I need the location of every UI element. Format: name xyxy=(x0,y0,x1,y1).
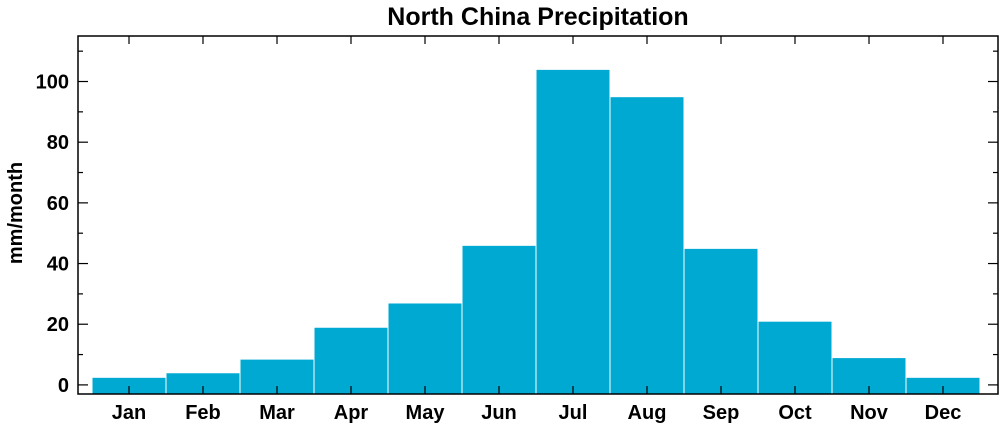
x-tick-label-nov: Nov xyxy=(850,402,889,424)
x-tick-label-aug: Aug xyxy=(628,402,667,424)
x-tick-label-apr: Apr xyxy=(334,402,369,424)
bar-may xyxy=(387,302,463,395)
x-tick-label-jun: Jun xyxy=(481,402,517,424)
x-tick-label-jan: Jan xyxy=(112,402,146,424)
bar-jul xyxy=(535,68,611,395)
bar-oct xyxy=(757,320,833,395)
y-tick-label-100: 100 xyxy=(36,72,69,94)
bars-group xyxy=(91,68,981,395)
x-tick-label-oct: Oct xyxy=(778,402,812,424)
chart-title: North China Precipitation xyxy=(387,3,688,31)
x-tick-label-sep: Sep xyxy=(703,402,740,424)
y-tick-label-60: 60 xyxy=(47,193,69,215)
y-axis-label: mm/month xyxy=(5,162,27,264)
y-tick-label-40: 40 xyxy=(47,254,69,276)
y-tick-label-80: 80 xyxy=(47,132,69,154)
x-ticks-group: Jan Feb Mar Apr May Jun Jul Aug Sep Oct Nov Dec xyxy=(112,36,962,424)
x-tick-label-feb: Feb xyxy=(185,402,221,424)
x-tick-label-mar: Mar xyxy=(259,402,295,424)
x-tick-label-dec: Dec xyxy=(925,402,962,424)
y-ticks-group: 0 20 40 60 80 100 xyxy=(36,50,998,397)
bar-apr xyxy=(313,326,389,395)
plot-frame xyxy=(77,35,999,395)
y-tick-label-0: 0 xyxy=(58,375,69,397)
x-tick-label-may: May xyxy=(406,402,446,424)
x-tick-label-jul: Jul xyxy=(559,402,588,424)
bar-sep xyxy=(683,247,759,395)
y-tick-label-20: 20 xyxy=(47,314,69,336)
bar-jun xyxy=(461,244,537,395)
bar-aug xyxy=(609,96,685,395)
